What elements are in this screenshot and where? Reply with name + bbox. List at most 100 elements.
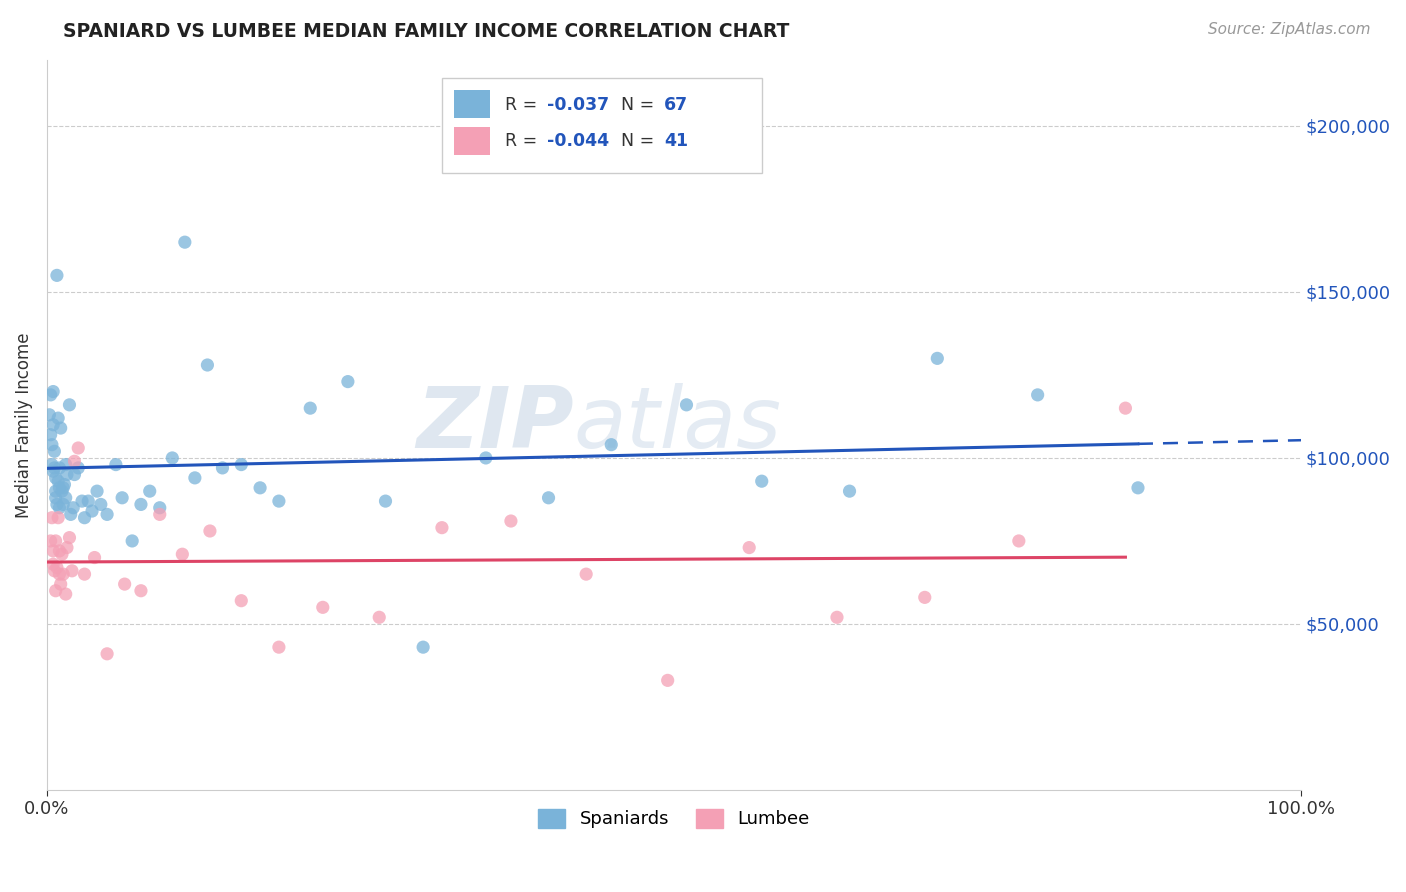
Point (52, 498, 75, 512)
Point (45, 533, 67, 548)
Text: 41: 41 (664, 132, 688, 151)
Point (231, 593, 253, 607)
Point (53, 477, 76, 491)
Point (83, 550, 105, 565)
Point (267, 640, 290, 655)
Point (42, 557, 65, 571)
Point (48, 461, 70, 475)
Point (914, 591, 936, 605)
Point (39, 427, 62, 442)
Legend: Spaniards, Lumbee: Spaniards, Lumbee (531, 802, 817, 836)
Point (52, 567, 75, 582)
Point (121, 533, 143, 548)
Point (184, 471, 207, 485)
Point (475, 450, 498, 465)
Point (42, 464, 65, 478)
Text: N =: N = (621, 132, 659, 151)
Point (312, 600, 335, 615)
Point (129, 498, 152, 512)
Point (73, 510, 96, 524)
Text: atlas: atlas (574, 384, 782, 467)
Point (67, 461, 90, 475)
Text: -0.044: -0.044 (547, 132, 609, 151)
Point (77, 494, 100, 508)
Point (114, 577, 136, 591)
Point (499, 514, 522, 528)
Point (336, 375, 359, 389)
Point (67, 441, 90, 455)
Point (45, 560, 67, 574)
Point (48, 500, 70, 515)
Point (96, 647, 118, 661)
Point (1026, 388, 1049, 402)
Point (45, 484, 67, 499)
Point (46, 411, 69, 425)
Point (173, 235, 195, 250)
Point (56, 467, 79, 482)
Point (111, 491, 134, 505)
Point (825, 610, 848, 624)
Point (575, 567, 598, 582)
Point (675, 398, 697, 412)
Point (48, 567, 70, 582)
Point (162, 450, 184, 465)
FancyBboxPatch shape (441, 78, 762, 173)
Point (48, 481, 70, 495)
Point (927, 351, 949, 366)
Point (46, 474, 69, 488)
Point (838, 484, 860, 499)
Point (62, 500, 84, 515)
Point (51, 484, 73, 499)
Point (63, 467, 86, 482)
Point (45, 471, 67, 485)
Point (537, 491, 560, 505)
Point (80, 504, 103, 518)
Point (1114, 401, 1136, 416)
Point (48, 544, 70, 558)
Point (600, 438, 623, 452)
Point (44, 461, 66, 475)
Point (198, 524, 221, 538)
Point (42, 544, 65, 558)
Point (96, 508, 118, 522)
Point (657, 673, 679, 688)
Point (1008, 533, 1031, 548)
Point (38, 408, 60, 422)
Point (52, 481, 75, 495)
Point (55, 458, 77, 472)
Point (46, 510, 69, 524)
Point (45, 583, 67, 598)
Point (412, 640, 434, 655)
Y-axis label: Median Family Income: Median Family Income (15, 332, 32, 517)
Text: Source: ZipAtlas.com: Source: ZipAtlas.com (1208, 22, 1371, 37)
FancyBboxPatch shape (454, 90, 489, 118)
Text: SPANIARD VS LUMBEE MEDIAN FAMILY INCOME CORRELATION CHART: SPANIARD VS LUMBEE MEDIAN FAMILY INCOME … (63, 22, 790, 41)
Point (41, 458, 63, 472)
Point (172, 547, 194, 561)
Point (42, 384, 65, 399)
Point (86, 484, 108, 499)
Point (149, 508, 172, 522)
Point (42, 417, 65, 432)
Point (90, 498, 112, 512)
Point (45, 268, 67, 283)
Text: R =: R = (505, 95, 543, 114)
Point (41, 510, 63, 524)
Point (249, 481, 271, 495)
Point (299, 401, 322, 416)
Point (231, 458, 253, 472)
Point (1126, 481, 1149, 495)
Point (51, 547, 73, 561)
Point (55, 587, 77, 601)
Point (45, 491, 67, 505)
Point (56, 541, 79, 555)
Text: R =: R = (505, 132, 543, 151)
Point (751, 474, 773, 488)
Point (138, 484, 160, 499)
Point (39, 388, 62, 402)
Point (104, 458, 127, 472)
Point (211, 461, 233, 475)
Point (70, 494, 93, 508)
Text: N =: N = (621, 95, 659, 114)
Point (58, 531, 80, 545)
